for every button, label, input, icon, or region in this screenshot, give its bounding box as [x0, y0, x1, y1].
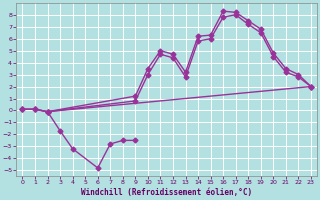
X-axis label: Windchill (Refroidissement éolien,°C): Windchill (Refroidissement éolien,°C): [81, 188, 252, 197]
